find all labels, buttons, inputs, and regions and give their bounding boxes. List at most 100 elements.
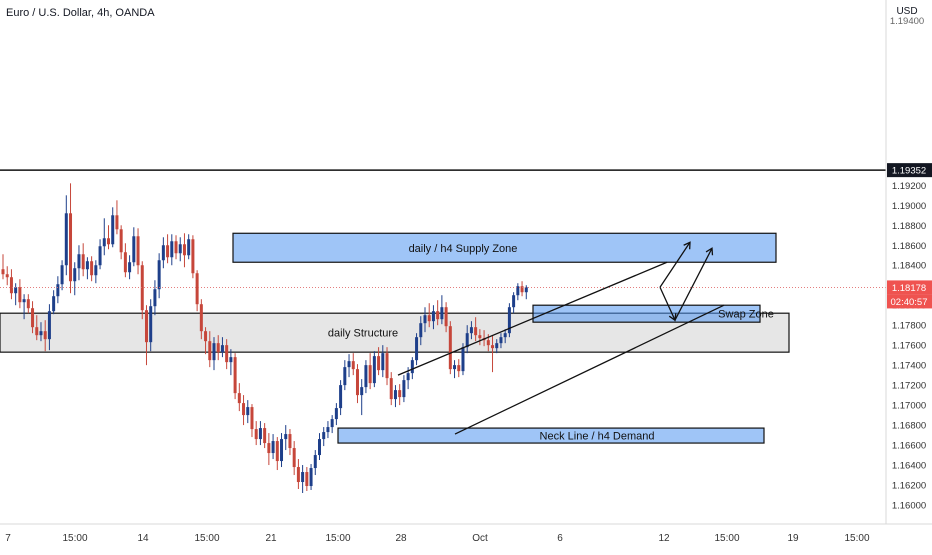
candle-body <box>132 236 136 263</box>
candle-body <box>5 274 9 278</box>
candle-body <box>469 327 473 334</box>
candle-body <box>149 306 153 343</box>
candle-body <box>410 360 414 374</box>
candle-body <box>448 326 452 370</box>
candle-body <box>199 304 203 332</box>
x-tick-label: 15:00 <box>62 533 87 544</box>
x-tick-label: 21 <box>265 533 277 544</box>
candle-body <box>153 289 157 307</box>
candle-body <box>174 241 178 254</box>
candle-body <box>18 287 22 303</box>
chart-title: Euro / U.S. Dollar, 4h, OANDA <box>6 7 155 19</box>
candle-body <box>495 343 499 349</box>
candle-body <box>212 343 216 361</box>
candle-body <box>229 357 233 363</box>
candle-body <box>60 265 64 285</box>
x-tick-label: 15:00 <box>844 533 869 544</box>
candle-body <box>178 244 182 254</box>
candle-body <box>26 299 30 309</box>
candle-body <box>263 428 267 444</box>
candle-body <box>364 365 368 388</box>
x-tick-label: 14 <box>137 533 149 544</box>
zone-swap-zone <box>532 304 761 323</box>
candle-body <box>444 307 448 327</box>
x-tick-label: 19 <box>787 533 799 544</box>
candle-body <box>355 369 359 396</box>
y-tick-label: 1.16400 <box>892 461 926 472</box>
candle-body <box>385 353 389 379</box>
candle-body <box>191 239 195 274</box>
candle-body <box>503 333 507 338</box>
candle-body <box>381 353 385 371</box>
zone-label: Swap Zone <box>718 309 774 321</box>
candle-body <box>318 439 321 456</box>
candle-body <box>313 455 317 469</box>
candle-body <box>39 331 43 336</box>
candle-body <box>322 432 326 440</box>
candles-layer <box>1 183 528 494</box>
y-tick-label: 1.16200 <box>892 481 926 492</box>
candle-body <box>351 361 355 370</box>
candle-body <box>305 472 309 487</box>
candle-body <box>372 356 376 384</box>
candle-body <box>507 307 511 334</box>
resistance-price-label: 1.19352 <box>892 166 926 177</box>
candle-body <box>216 343 220 353</box>
candle-body <box>275 441 279 462</box>
zone-daily-h4-supply-zone <box>232 232 777 263</box>
candle-body <box>9 277 13 294</box>
candle-body <box>161 245 165 261</box>
currency-label: USD <box>896 6 917 17</box>
candle-body <box>170 241 174 258</box>
candle-body <box>267 443 271 454</box>
x-tick-label: 15:00 <box>325 533 350 544</box>
candle-body <box>246 407 250 416</box>
candle-body <box>107 238 110 245</box>
zone-label: Neck Line / h4 Demand <box>540 431 655 443</box>
y-tick-label: 1.17000 <box>892 401 926 412</box>
projection-path-direct <box>659 241 691 288</box>
candle-body <box>292 448 296 468</box>
x-tick-label: 28 <box>395 533 407 544</box>
candle-body <box>389 378 393 400</box>
candle-body <box>427 315 431 322</box>
candle-body <box>258 428 262 440</box>
candle-body <box>69 213 73 282</box>
candle-body <box>237 393 241 404</box>
candle-body <box>77 254 81 269</box>
zone-neck-line-h4-demand <box>337 427 765 444</box>
candle-body <box>423 315 427 324</box>
channel-upper-line <box>397 261 668 376</box>
channel-lower-line <box>454 304 725 435</box>
candle-body <box>301 472 305 483</box>
y-tick-label: 1.17800 <box>892 321 926 332</box>
candle-body <box>406 373 410 381</box>
candle-body <box>415 337 419 361</box>
candle-body <box>98 246 102 266</box>
candle-body <box>398 390 402 398</box>
candle-body <box>499 337 503 344</box>
candle-body <box>478 335 482 339</box>
candle-body <box>461 347 465 372</box>
candle-body <box>296 467 300 483</box>
candle-body <box>47 311 51 340</box>
y-tick-label: 1.18400 <box>892 261 926 272</box>
candle-body <box>144 310 148 343</box>
candle-body <box>136 236 140 266</box>
candle-body <box>453 365 457 370</box>
candle-body <box>512 295 516 308</box>
candle-body <box>486 340 490 346</box>
candle-body <box>419 323 423 338</box>
candle-body <box>195 273 199 305</box>
candle-body <box>90 261 94 276</box>
candle-body <box>242 403 246 416</box>
candle-body <box>254 429 258 440</box>
y-tick-label: 1.16000 <box>892 501 926 512</box>
y-tick-label: 1.18800 <box>892 221 926 232</box>
candle-body <box>166 245 170 258</box>
zone-label: daily Structure <box>328 328 398 340</box>
candle-body <box>94 265 98 276</box>
